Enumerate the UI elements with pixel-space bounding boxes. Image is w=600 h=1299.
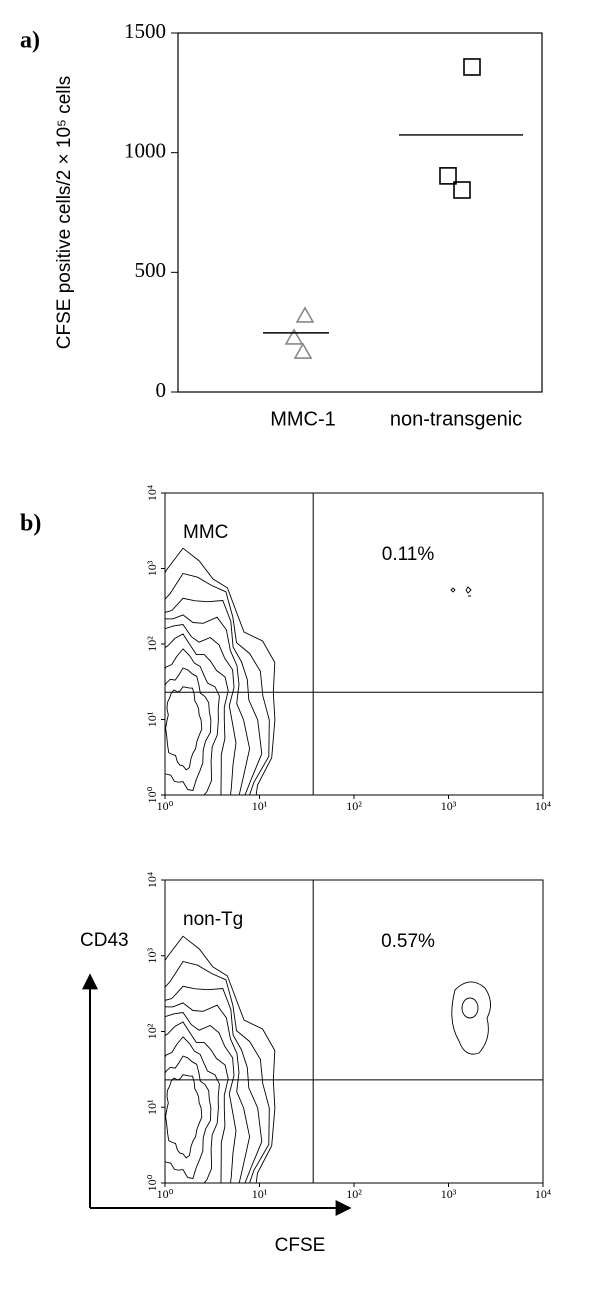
y-axis-label: CD43 xyxy=(80,930,129,951)
square-point xyxy=(439,167,457,185)
x-tick-label: MMC-1 xyxy=(270,408,336,430)
x-tick-label: 10¹ xyxy=(252,799,268,813)
square-point xyxy=(463,58,481,76)
quadrant-percent: 0.11% xyxy=(382,544,435,565)
plot-frame xyxy=(177,32,543,393)
x-tick-label: non-transgenic xyxy=(390,408,522,430)
x-tick-label: 10³ xyxy=(441,799,457,813)
y-axis-label: CFSE positive cells/2 × 10⁵ cells xyxy=(54,76,75,349)
contour xyxy=(165,1074,203,1159)
contour xyxy=(165,648,220,795)
y-tick-label: 10³ xyxy=(145,560,159,576)
y-tick-label: 10² xyxy=(145,636,159,652)
y-tick-label: 10¹ xyxy=(145,1099,159,1115)
x-tick-label: 10⁴ xyxy=(535,1187,551,1201)
y-tick-label: 10⁴ xyxy=(145,485,159,501)
y-tick-label: 10⁰ xyxy=(145,1174,159,1191)
y-tick-label: 10² xyxy=(145,1023,159,1039)
y-tick-label: 500 xyxy=(135,258,167,282)
contour xyxy=(165,985,263,1183)
x-tick-label: 10⁴ xyxy=(535,799,551,813)
x-axis-label: CFSE xyxy=(275,1235,326,1256)
contour xyxy=(165,597,263,795)
x-tick-label: 10¹ xyxy=(252,1187,268,1201)
plot-title: MMC xyxy=(183,522,228,543)
contour xyxy=(165,935,276,1183)
y-tick-label: 1000 xyxy=(124,138,166,162)
contour xyxy=(165,1036,220,1183)
triangle-point xyxy=(293,342,313,359)
x-tick-label: 10² xyxy=(346,1187,362,1201)
y-tick-label: 10³ xyxy=(145,948,159,964)
contour xyxy=(165,667,212,792)
quadrant-percent: 0.57% xyxy=(381,931,435,952)
x-tick-label: 10⁰ xyxy=(157,1187,174,1201)
y-tick-label: 10⁰ xyxy=(145,786,159,803)
contour xyxy=(165,572,270,795)
plot-title: non-Tg xyxy=(183,909,243,930)
contour xyxy=(165,1002,251,1183)
y-tick-label: 10⁴ xyxy=(145,872,159,888)
panel-label: b) xyxy=(20,511,41,537)
contour xyxy=(165,686,203,771)
contour xyxy=(165,1055,212,1180)
x-tick-label: 10² xyxy=(346,799,362,813)
y-tick-label: 1500 xyxy=(124,19,166,43)
contour xyxy=(461,997,479,1019)
contour xyxy=(165,624,237,795)
x-tick-label: 10³ xyxy=(441,1187,457,1201)
contour xyxy=(165,614,251,795)
triangle-point xyxy=(284,328,304,345)
contour xyxy=(450,586,472,597)
x-tick-label: 10⁰ xyxy=(157,799,174,813)
contour xyxy=(165,1012,237,1183)
contour xyxy=(165,547,276,795)
square-point xyxy=(453,181,471,199)
y-tick-label: 10¹ xyxy=(145,711,159,727)
triangle-point xyxy=(295,306,315,323)
contour xyxy=(165,960,270,1183)
panel-label: a) xyxy=(20,28,40,54)
contour xyxy=(165,633,229,795)
contour xyxy=(165,1021,229,1183)
contour xyxy=(451,981,491,1055)
y-tick-label: 0 xyxy=(156,378,167,402)
